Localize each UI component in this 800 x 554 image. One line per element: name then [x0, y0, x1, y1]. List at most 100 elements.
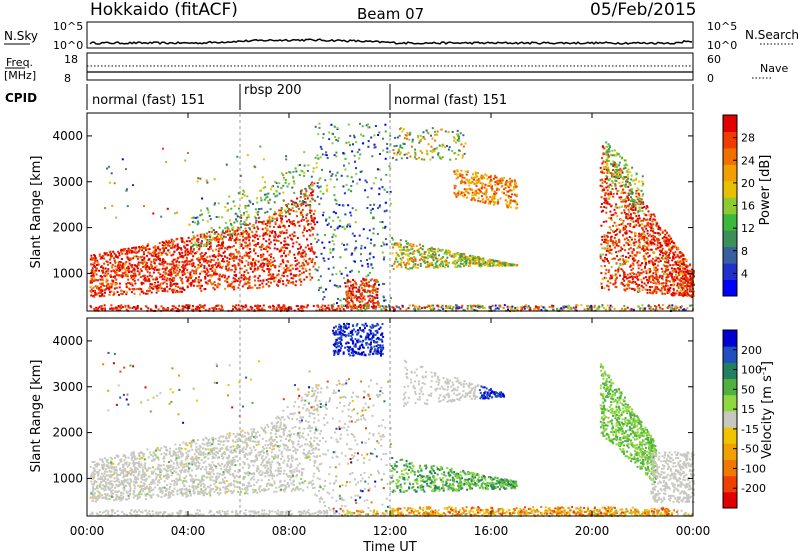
echo-cell [233, 288, 236, 291]
echo-cell [150, 254, 153, 257]
echo-cell [227, 275, 230, 278]
echo-cell [496, 202, 499, 205]
echo-cell [134, 248, 137, 251]
echo-cell [196, 223, 199, 226]
echo-cell [274, 195, 277, 198]
echo-cell [173, 266, 176, 269]
echo-cell [135, 246, 138, 249]
echo-cell [245, 230, 248, 232]
echo-cell [366, 196, 369, 199]
echo-cell [444, 261, 447, 264]
echo-cell [291, 264, 294, 267]
echo-cell [256, 213, 259, 216]
echo-cell [157, 271, 160, 274]
echo-cell [405, 264, 407, 266]
echo-cell [247, 236, 250, 239]
echo-cell [417, 136, 420, 139]
echo-cell [376, 297, 379, 299]
echo-cell [506, 305, 509, 308]
echo-cell [459, 173, 462, 176]
echo-cell [589, 309, 592, 311]
echo-cell [105, 252, 108, 255]
echo-cell [399, 263, 402, 265]
echo-cell [130, 277, 133, 280]
echo-cell [237, 192, 240, 195]
echo-cell [271, 261, 274, 264]
beam-title: Beam 07 [357, 5, 424, 23]
echo-cell [471, 305, 474, 307]
echo-cell [623, 276, 626, 279]
echo-cell [675, 277, 678, 280]
echo-cell [348, 290, 351, 292]
echo-cell [273, 259, 276, 262]
echo-cell [181, 286, 184, 289]
echo-cell [373, 302, 376, 304]
echo-cell [176, 274, 179, 276]
echo-cell [279, 307, 282, 310]
echo-cell [346, 225, 349, 228]
echo-cell [363, 289, 366, 292]
echo-cell [282, 283, 285, 286]
echo-cell [466, 306, 469, 309]
echo-cell [184, 263, 187, 266]
echo-cell [464, 142, 467, 145]
echo-cell [502, 262, 505, 265]
echo-cell [630, 237, 633, 240]
echo-cell [608, 197, 611, 200]
echo-cell [455, 252, 458, 255]
echo-cell [322, 136, 324, 139]
echo-cell [317, 266, 320, 269]
echo-cell [293, 231, 296, 234]
echo-cell [448, 307, 451, 310]
echo-cell [429, 158, 432, 161]
echo-cell [372, 216, 375, 218]
echo-cell [446, 256, 449, 259]
echo-cell [197, 256, 200, 259]
echo-cell [225, 278, 228, 281]
echo-cell [490, 186, 493, 189]
echo-cell [121, 266, 124, 269]
echo-cell [159, 259, 162, 262]
echo-cell [252, 258, 254, 261]
echo-cell [278, 182, 281, 185]
echo-cell [139, 256, 142, 259]
echo-cell [692, 271, 695, 274]
echo-cell [167, 273, 170, 276]
echo-cell [335, 138, 338, 141]
echo-cell [509, 189, 512, 192]
echo-cell [631, 191, 634, 194]
echo-cell [202, 255, 205, 258]
echo-cell [253, 279, 256, 282]
echo-cell [372, 306, 375, 309]
echo-cell [355, 290, 358, 293]
echo-cell [328, 131, 331, 134]
echo-cell [157, 281, 160, 284]
echo-cell [266, 250, 269, 253]
echo-cell [406, 267, 409, 270]
echo-cell [468, 265, 471, 267]
echo-cell [147, 307, 150, 310]
echo-cell [210, 258, 213, 261]
echo-cell [202, 245, 205, 247]
echo-cell [658, 276, 661, 279]
echo-cell [228, 233, 230, 236]
echo-cell [206, 260, 209, 263]
echo-cell [392, 156, 394, 159]
echo-cell [172, 305, 175, 308]
echo-cell [137, 263, 140, 266]
echo-cell [323, 259, 326, 262]
echo-cell [396, 265, 399, 268]
echo-cell [219, 235, 222, 238]
echo-cell [692, 295, 695, 297]
echo-cell [235, 236, 238, 239]
echo-cell [391, 306, 394, 309]
echo-cell [165, 239, 168, 242]
echo-cell [306, 244, 309, 247]
echo-cell [481, 186, 483, 189]
echo-cell [237, 226, 240, 229]
echo-cell [610, 248, 613, 251]
echo-cell [382, 149, 385, 152]
echo-cell [666, 292, 669, 294]
echo-cell [671, 304, 674, 307]
noise-search-label: N.Search [745, 28, 799, 42]
